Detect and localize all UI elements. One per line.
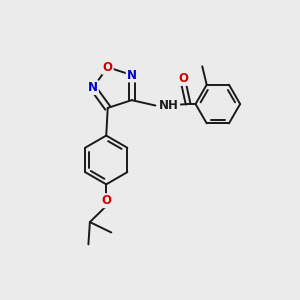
Text: O: O: [179, 72, 189, 85]
Text: O: O: [101, 194, 111, 207]
Text: O: O: [103, 61, 113, 74]
Text: NH: NH: [159, 99, 179, 112]
Text: N: N: [127, 68, 136, 82]
Text: N: N: [88, 81, 98, 94]
